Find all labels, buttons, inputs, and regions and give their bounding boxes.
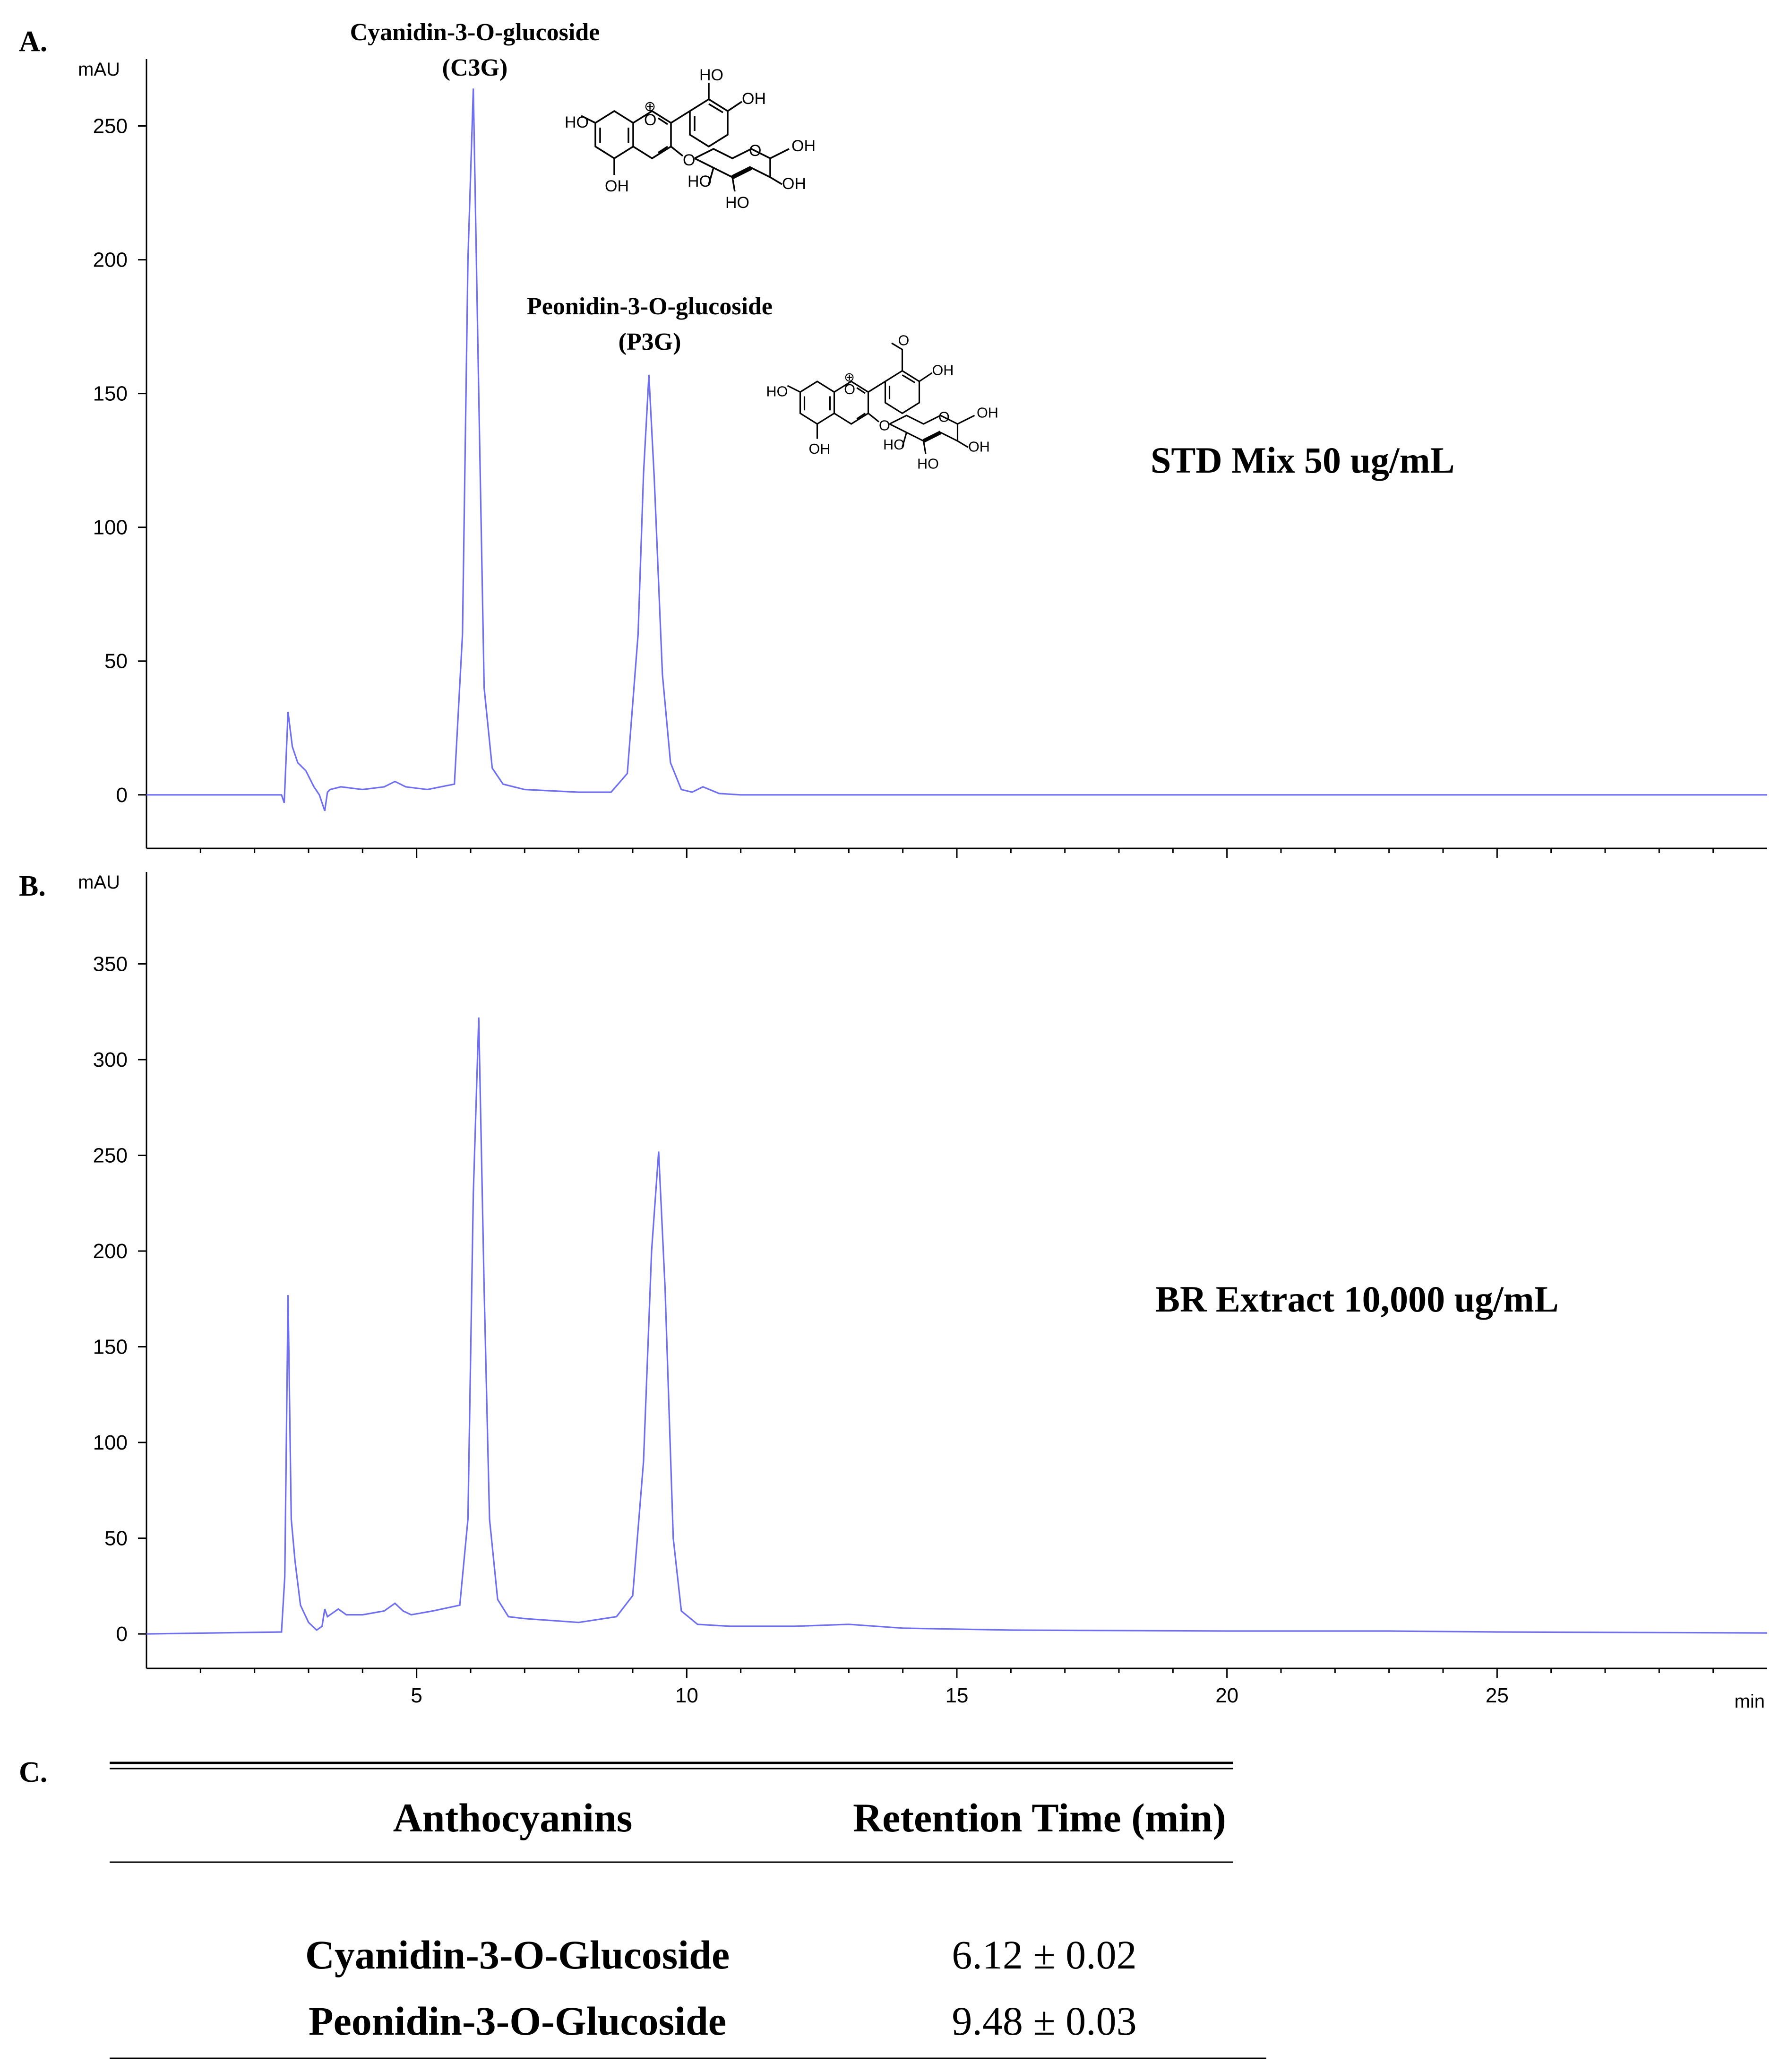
sample-label-std: STD Mix 50 ug/mL [1151,440,1455,481]
panel-a-label: A. [19,26,47,58]
y-tick-label: 0 [116,1623,128,1646]
x-tick-label: 20 [1215,1684,1238,1707]
table-header-anthocyanins: Anthocyanins [393,1795,633,1840]
c3g-o-ring: O [749,142,761,160]
table-row-p3g-rt: 9.48 ± 0.03 [952,1998,1136,2044]
y-tick-label: 150 [93,1336,128,1359]
y-tick-label: 50 [104,650,128,673]
y-tick-label: 0 [116,784,128,807]
p3g-oh-6: OH [977,405,998,421]
c3g-ho-2: HO [725,194,749,212]
x-tick-label: 15 [946,1684,969,1707]
c3g-oh-5: OH [605,177,629,195]
p3g-structure: HO O ⊕ OH O OH O O OH HO OH HO [766,333,998,472]
table-row-c3g-name: Cyanidin-3-O-Glucoside [305,1932,730,1977]
chromatogram-trace-std [146,88,1767,812]
p3g-oh-5: OH [809,441,831,457]
peak-abbr-c3g: (C3G) [442,54,508,81]
p3g-oh-3: OH [968,439,990,455]
p3g-ho-2: HO [917,456,939,472]
y-axis-unit-a: mAU [78,59,120,80]
x-axis-unit: min [1735,1691,1765,1712]
c3g-structure: HO O ⊕ OH HO OH O O OH HO OH HO [565,66,816,212]
p3g-oh-4p: OH [932,363,954,379]
retention-time-table: Anthocyanins Retention Time (min) Cyanid… [110,1761,1266,2059]
y-tick-label: 50 [104,1527,128,1550]
chromatogram-trace-br [146,1017,1768,1635]
y-tick-label: 200 [93,249,128,272]
x-ticks-b: 5 10 15 20 25 [199,1668,1714,1707]
peak-label-p3g: Peonidin-3-O-glucoside [527,293,773,320]
c3g-oh-3: OH [782,175,806,193]
y-tick-label: 150 [93,382,128,406]
c3g-ho-7: HO [565,113,589,131]
y-ticks-b: 0 50 100 150 200 250 300 350 [93,952,146,1646]
table-row-p3g-name: Peonidin-3-O-Glucoside [309,1998,726,2044]
p3g-o-link: O [879,418,890,434]
y-tick-label: 250 [93,115,128,138]
table-row-c3g-rt: 6.12 ± 0.02 [952,1932,1136,1977]
c3g-charge: ⊕ [644,99,656,114]
panel-c-label: C. [19,1756,47,1788]
p3g-o-ring: O [938,409,950,425]
c3g-ho-3p: HO [699,66,723,84]
p3g-ho-7: HO [766,384,788,400]
c3g-oh-4p: OH [742,90,766,108]
y-tick-label: 350 [93,952,128,976]
x-tick-label: 5 [411,1684,422,1707]
sample-label-br: BR Extract 10,000 ug/mL [1155,1278,1559,1320]
y-ticks-a: 0 50 100 150 200 250 [93,115,146,807]
c3g-ho-4: HO [688,173,712,190]
x-tick-label: 10 [675,1684,698,1707]
y-tick-label: 250 [93,1144,128,1167]
p3g-o-plus: O [844,381,855,397]
y-tick-label: 100 [93,516,128,539]
p3g-ho-4: HO [883,437,905,453]
x-ticks-a [199,848,1714,858]
p3g-ome: O [898,333,910,349]
y-axis-unit-b: mAU [78,872,120,893]
peak-label-c3g: Cyanidin-3-O-glucoside [350,19,600,46]
c3g-oh-6: OH [791,137,816,155]
panel-b-label: B. [19,870,46,902]
y-tick-label: 300 [93,1048,128,1071]
peak-abbr-p3g: (P3G) [619,328,681,355]
y-tick-label: 200 [93,1240,128,1263]
y-tick-label: 100 [93,1431,128,1454]
c3g-o-link: O [683,151,695,169]
x-tick-label: 25 [1486,1684,1509,1707]
c3g-o-plus: O [644,111,656,129]
chromatogram-std-mix: mAU 0 50 100 150 200 250 Cyanidin-3-O-glucosi… [78,19,1767,858]
p3g-charge: ⊕ [844,370,855,384]
table-header-retention-time: Retention Time (min) [853,1795,1226,1840]
